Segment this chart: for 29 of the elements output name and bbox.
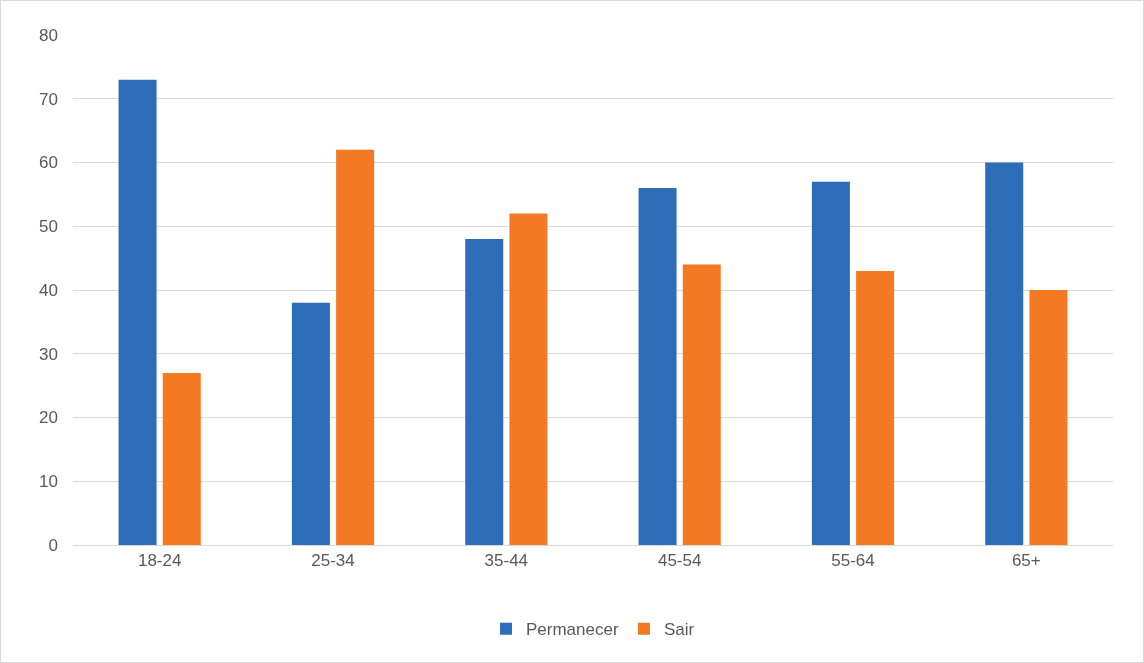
bar — [336, 149, 375, 545]
bar — [638, 188, 677, 545]
y-tick-label: 70 — [39, 89, 58, 109]
bar — [291, 302, 330, 545]
bar — [509, 213, 548, 545]
bar — [118, 79, 157, 545]
y-tick-label: 20 — [39, 408, 58, 428]
x-tick-label: 18-24 — [137, 551, 182, 571]
y-tick-label: 0 — [48, 535, 58, 555]
y-tick-label: 50 — [39, 217, 58, 237]
y-tick-label: 40 — [39, 280, 58, 300]
bar — [856, 270, 895, 545]
x-tick-label: 25-34 — [311, 551, 355, 571]
bar — [1029, 290, 1068, 545]
legend-label: Permanecer — [526, 620, 619, 640]
x-tick-label: 35-44 — [484, 551, 529, 571]
bar — [682, 264, 721, 545]
x-tick-label: 55-64 — [831, 551, 875, 571]
bar — [162, 372, 201, 545]
y-tick-label: 30 — [39, 344, 58, 364]
bar — [465, 239, 504, 545]
y-tick-label: 10 — [39, 472, 58, 492]
x-tick-label: 65+ — [1011, 551, 1041, 571]
bar — [811, 181, 850, 545]
y-tick-label: 80 — [39, 25, 58, 45]
y-tick-label: 60 — [39, 153, 58, 173]
legend-label: Sair — [663, 620, 695, 640]
x-tick-label: 45-54 — [657, 551, 702, 571]
bar — [985, 162, 1024, 545]
